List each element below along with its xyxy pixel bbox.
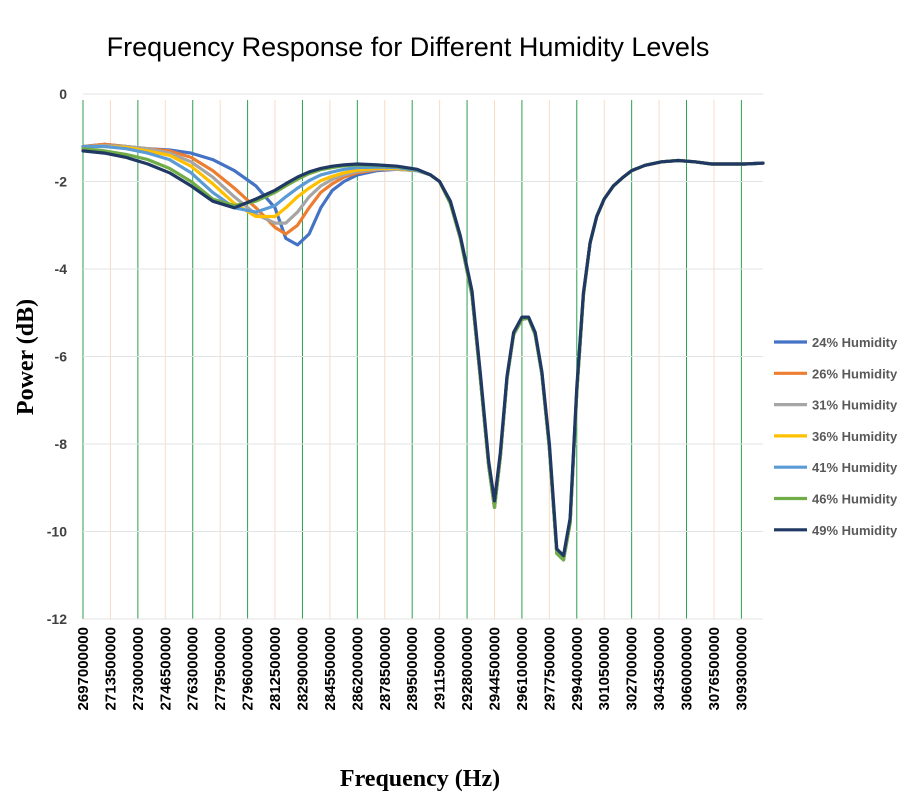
series-line-6 (81, 149, 765, 558)
x-tick-label-5: 2779500000 (212, 627, 229, 710)
series-lines (81, 142, 765, 562)
x-axis-title: Frequency (Hz) (340, 766, 500, 792)
y-tick-label-5: -10 (47, 524, 67, 540)
x-tick-label-24: 3093000000 (733, 627, 750, 710)
x-axis-ticks: 2697000000 2713500000 2730000000 2746500000… (75, 627, 750, 710)
legend-label-6: 49% Humidity (812, 523, 898, 538)
y-tick-label-2: -4 (55, 261, 68, 277)
x-tick-label-14: 2928000000 (459, 627, 476, 710)
x-tick-label-23: 3076500000 (706, 627, 723, 710)
x-tick-label-15: 2944500000 (486, 627, 503, 710)
y-axis-title: Power (dB) (13, 299, 39, 415)
x-tick-label-11: 2878500000 (377, 627, 394, 710)
series-line-1 (81, 142, 765, 562)
y-tick-label-1: -2 (55, 174, 68, 190)
y-tick-label-6: -12 (47, 611, 67, 627)
x-tick-label-19: 3010500000 (596, 627, 613, 710)
x-tick-label-2: 2730000000 (130, 627, 147, 710)
legend-label-3: 36% Humidity (812, 429, 898, 444)
x-tick-label-16: 2961000000 (514, 627, 531, 710)
major-gridlines (82, 100, 742, 619)
legend: 24% Humidity 26% Humidity 31% Humidity 36% … (774, 335, 898, 538)
series-line-4 (81, 144, 765, 562)
series-line-3 (81, 144, 765, 562)
y-tick-label-4: -8 (55, 436, 68, 452)
x-tick-label-7: 2812500000 (267, 627, 284, 710)
y-tick-label-3: -6 (55, 349, 68, 365)
horizontal-gridlines (83, 93, 763, 620)
series-line-0 (81, 142, 765, 562)
legend-label-5: 46% Humidity (812, 492, 898, 507)
x-tick-label-9: 2845500000 (322, 627, 339, 710)
legend-label-4: 41% Humidity (812, 460, 898, 475)
x-tick-label-12: 2895000000 (404, 627, 421, 710)
legend-label-0: 24% Humidity (812, 335, 898, 350)
legend-label-2: 31% Humidity (812, 398, 898, 413)
x-tick-label-20: 3027000000 (624, 627, 641, 710)
x-tick-label-22: 3060000000 (679, 627, 696, 710)
x-tick-label-0: 2697000000 (75, 627, 92, 710)
x-tick-label-13: 2911500000 (432, 627, 449, 710)
x-tick-label-4: 2763000000 (185, 627, 202, 710)
x-tick-label-21: 3043500000 (651, 627, 668, 710)
x-tick-label-10: 2862000000 (349, 627, 366, 710)
series-line-2 (81, 144, 765, 562)
minor-gridlines (109, 100, 715, 619)
x-tick-label-17: 2977500000 (541, 627, 558, 710)
x-tick-label-3: 2746500000 (157, 627, 174, 710)
x-tick-label-6: 2796000000 (240, 627, 257, 710)
legend-label-1: 26% Humidity (812, 366, 898, 381)
y-tick-label-0: 0 (59, 86, 67, 102)
chart-title: Frequency Response for Different Humidit… (107, 32, 710, 62)
x-tick-label-1: 2713500000 (102, 627, 119, 710)
y-axis-ticks: 0 -2 -4 -6 -8 -10 -12 (47, 86, 67, 627)
x-tick-label-8: 2829000000 (294, 627, 311, 710)
x-tick-label-18: 2994000000 (569, 627, 586, 710)
series-line-5 (81, 147, 765, 562)
